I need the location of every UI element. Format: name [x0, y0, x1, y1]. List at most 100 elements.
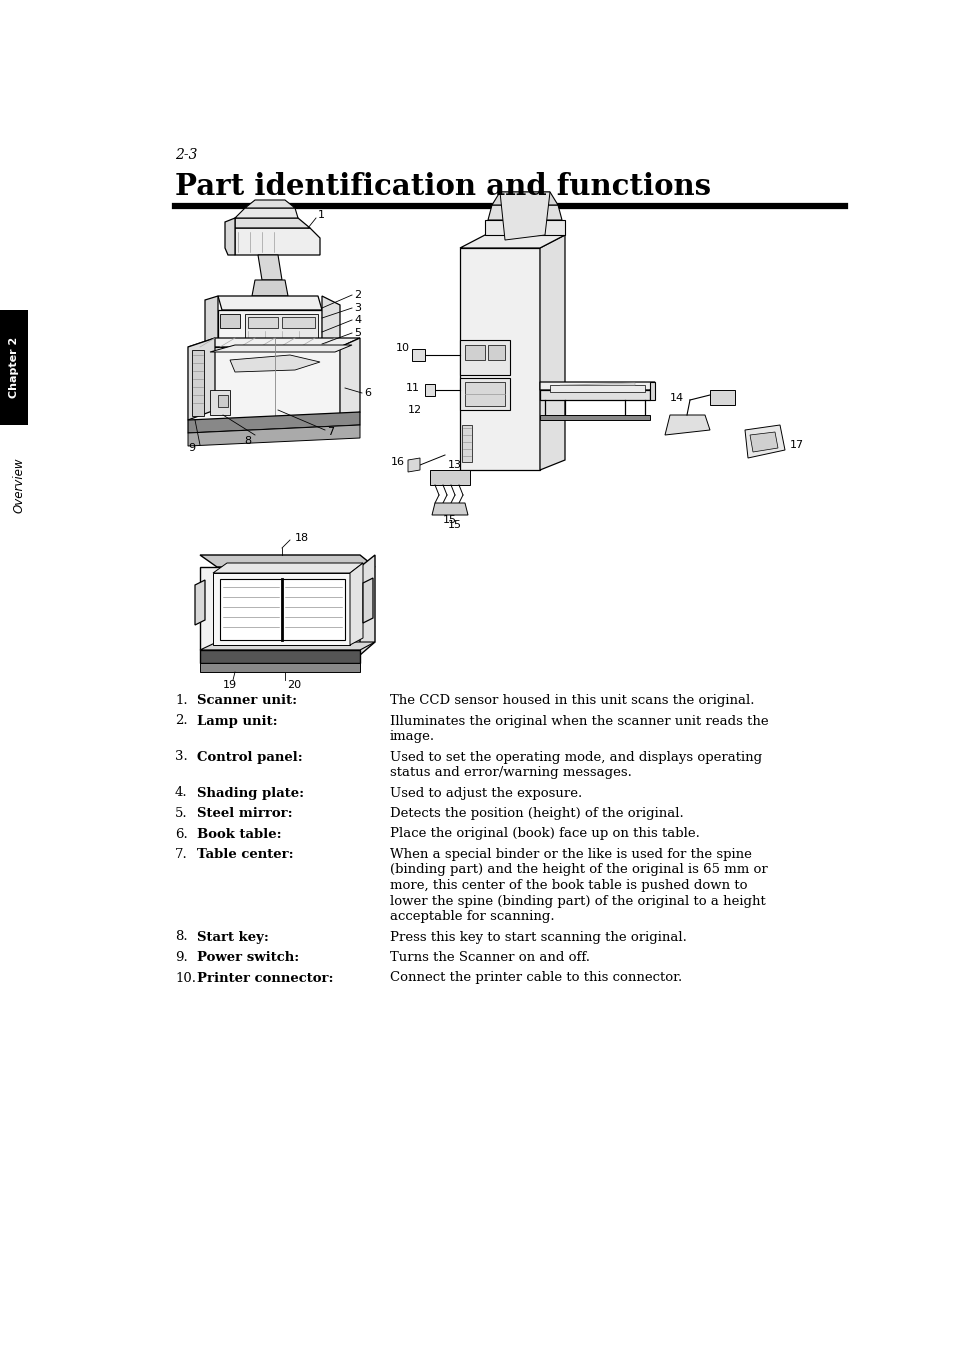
Polygon shape — [230, 355, 319, 372]
Polygon shape — [459, 235, 564, 249]
Polygon shape — [408, 458, 419, 471]
Text: 2-3: 2-3 — [174, 149, 197, 162]
Text: Start key:: Start key: — [196, 931, 269, 943]
Polygon shape — [412, 349, 424, 361]
Text: Steel mirror:: Steel mirror: — [196, 807, 293, 820]
Text: Shading plate:: Shading plate: — [196, 786, 304, 800]
Text: image.: image. — [390, 730, 435, 743]
Text: Part identification and functions: Part identification and functions — [174, 172, 710, 201]
Polygon shape — [539, 382, 655, 390]
Text: 4: 4 — [354, 315, 361, 326]
Polygon shape — [539, 235, 564, 470]
Polygon shape — [649, 382, 655, 400]
Text: 3: 3 — [354, 303, 360, 313]
Polygon shape — [432, 503, 468, 515]
Polygon shape — [245, 313, 317, 342]
Polygon shape — [464, 345, 484, 359]
Text: 13: 13 — [448, 459, 461, 470]
Text: 9: 9 — [189, 443, 195, 453]
Polygon shape — [424, 384, 435, 396]
Text: lower the spine (binding part) of the original to a height: lower the spine (binding part) of the or… — [390, 894, 765, 908]
Polygon shape — [664, 415, 709, 435]
Polygon shape — [245, 200, 294, 208]
Text: When a special binder or the like is used for the spine: When a special binder or the like is use… — [390, 848, 751, 861]
Text: more, this center of the book table is pushed down to: more, this center of the book table is p… — [390, 880, 747, 892]
Text: Connect the printer cable to this connector.: Connect the printer cable to this connec… — [390, 971, 681, 985]
Text: Place the original (book) face up on this table.: Place the original (book) face up on thi… — [390, 828, 700, 840]
Polygon shape — [188, 412, 359, 434]
Text: status and error/warning messages.: status and error/warning messages. — [390, 766, 631, 780]
Text: 10: 10 — [395, 343, 410, 353]
Text: 16: 16 — [391, 457, 405, 467]
Polygon shape — [282, 580, 345, 640]
Text: Control panel:: Control panel: — [196, 751, 302, 763]
Polygon shape — [430, 470, 470, 485]
Text: Chapter 2: Chapter 2 — [9, 336, 19, 399]
Polygon shape — [194, 580, 205, 626]
Polygon shape — [459, 249, 539, 470]
Text: 8.: 8. — [174, 931, 188, 943]
Polygon shape — [484, 220, 564, 235]
Polygon shape — [350, 563, 363, 644]
Polygon shape — [234, 208, 297, 218]
Polygon shape — [359, 555, 375, 655]
Text: 4.: 4. — [174, 786, 188, 800]
Text: Table center:: Table center: — [196, 848, 294, 861]
Text: 5: 5 — [354, 328, 360, 338]
Polygon shape — [459, 378, 510, 409]
Polygon shape — [213, 573, 350, 644]
Text: Book table:: Book table: — [196, 828, 281, 840]
Polygon shape — [210, 390, 230, 415]
Text: 5.: 5. — [174, 807, 188, 820]
Text: 6.: 6. — [174, 828, 188, 840]
Polygon shape — [200, 650, 359, 663]
Polygon shape — [749, 432, 778, 453]
Polygon shape — [461, 426, 472, 462]
Text: 8: 8 — [244, 436, 252, 446]
Polygon shape — [188, 338, 359, 347]
Text: 12: 12 — [408, 405, 421, 415]
Text: 2.: 2. — [174, 715, 188, 727]
Polygon shape — [218, 309, 322, 345]
Polygon shape — [322, 296, 339, 350]
Polygon shape — [488, 205, 561, 220]
Text: Used to set the operating mode, and displays operating: Used to set the operating mode, and disp… — [390, 751, 761, 763]
Text: Printer connector:: Printer connector: — [196, 971, 334, 985]
Text: acceptable for scanning.: acceptable for scanning. — [390, 911, 554, 923]
Text: 20: 20 — [287, 680, 301, 690]
Text: 10.: 10. — [174, 971, 195, 985]
Text: 9.: 9. — [174, 951, 188, 965]
Text: 2: 2 — [354, 290, 361, 300]
Polygon shape — [539, 415, 649, 420]
Polygon shape — [252, 280, 288, 296]
Polygon shape — [488, 345, 504, 359]
Text: Used to adjust the exposure.: Used to adjust the exposure. — [390, 786, 581, 800]
Text: Overview: Overview — [12, 457, 26, 513]
Polygon shape — [213, 563, 363, 573]
Polygon shape — [499, 192, 550, 240]
Polygon shape — [492, 192, 558, 205]
Text: (binding part) and the height of the original is 65 mm or: (binding part) and the height of the ori… — [390, 863, 767, 877]
Polygon shape — [539, 390, 649, 400]
Text: Turns the Scanner on and off.: Turns the Scanner on and off. — [390, 951, 589, 965]
Polygon shape — [550, 385, 644, 392]
Polygon shape — [188, 347, 339, 420]
Polygon shape — [339, 338, 359, 420]
Polygon shape — [188, 338, 214, 420]
Text: 3.: 3. — [174, 751, 188, 763]
Polygon shape — [205, 296, 218, 349]
Text: 14: 14 — [669, 393, 683, 403]
Polygon shape — [218, 394, 228, 407]
Polygon shape — [234, 218, 310, 228]
Polygon shape — [220, 580, 282, 640]
Text: Power switch:: Power switch: — [196, 951, 299, 965]
Text: The CCD sensor housed in this unit scans the original.: The CCD sensor housed in this unit scans… — [390, 694, 754, 707]
Polygon shape — [282, 317, 314, 328]
Text: 11: 11 — [406, 382, 419, 393]
Polygon shape — [225, 218, 234, 255]
Text: 1.: 1. — [174, 694, 188, 707]
Polygon shape — [220, 313, 240, 328]
Polygon shape — [200, 642, 375, 650]
Polygon shape — [248, 317, 277, 328]
Text: 1: 1 — [317, 209, 325, 220]
